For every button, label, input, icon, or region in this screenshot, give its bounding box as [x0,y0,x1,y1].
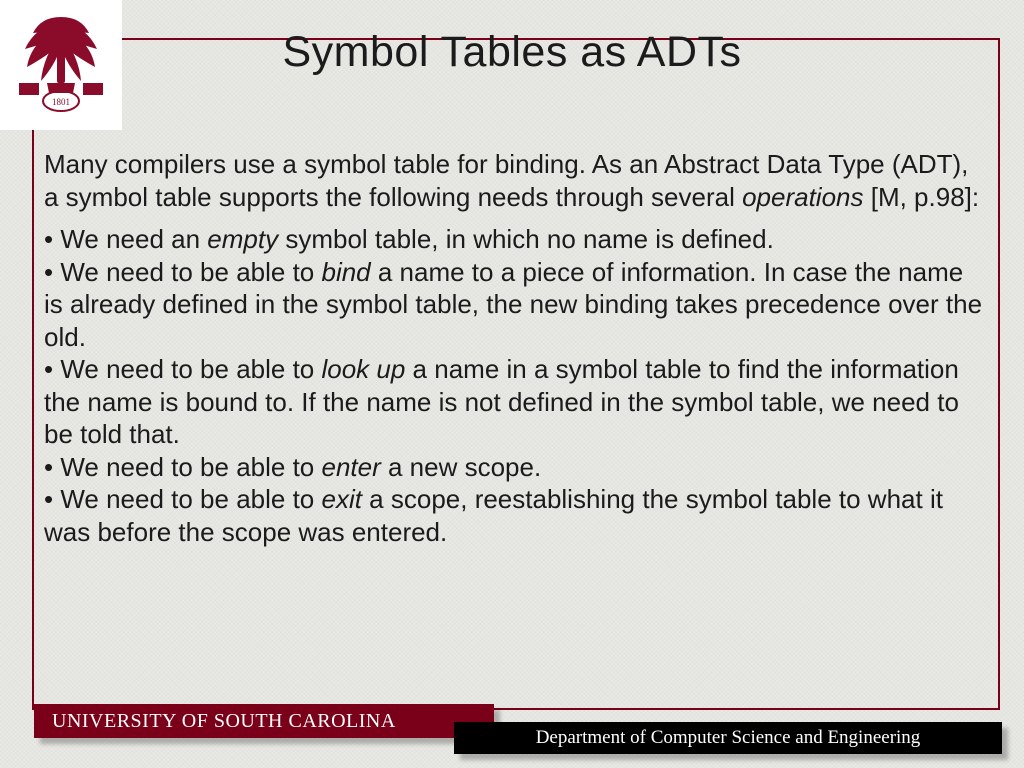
department-footer: Department of Computer Science and Engin… [454,722,1002,754]
university-logo: 1801 [0,0,122,130]
bullet-em: bind [321,257,370,287]
bullet-item: • We need to be able to exit a scope, re… [44,483,988,548]
bullet-item: • We need to be able to bind a name to a… [44,256,988,354]
university-footer: UNIVERSITY OF SOUTH CAROLINA [34,704,494,738]
palmetto-tree-icon: 1801 [11,9,111,121]
bullet-list: • We need an empty symbol table, in whic… [44,223,988,548]
bullet-pre: • We need to be able to [44,354,321,384]
bullet-item: • We need an empty symbol table, in whic… [44,223,988,256]
intro-em: operations [742,182,863,212]
intro-paragraph: Many compilers use a symbol table for bi… [44,148,988,213]
university-name: UNIVERSITY OF SOUTH CAROLINA [52,710,396,733]
bullet-pre: • We need to be able to [44,484,321,514]
bullet-item: • We need to be able to enter a new scop… [44,451,988,484]
intro-post: [M, p.98]: [864,182,980,212]
bullet-em: look up [321,354,405,384]
bullet-em: enter [321,452,380,482]
slide-title: Symbol Tables as ADTs [0,28,1024,77]
bullet-pre: • We need to be able to [44,257,321,287]
bullet-item: • We need to be able to look up a name i… [44,353,988,451]
bullet-pre: • We need to be able to [44,452,321,482]
bullet-em: exit [321,484,361,514]
bullet-pre: • We need an [44,224,207,254]
department-name: Department of Computer Science and Engin… [536,727,921,749]
svg-text:1801: 1801 [52,97,70,107]
bullet-em: empty [207,224,278,254]
bullet-post: a new scope. [381,452,541,482]
slide-body: Many compilers use a symbol table for bi… [44,148,988,548]
bullet-post: symbol table, in which no name is define… [278,224,774,254]
